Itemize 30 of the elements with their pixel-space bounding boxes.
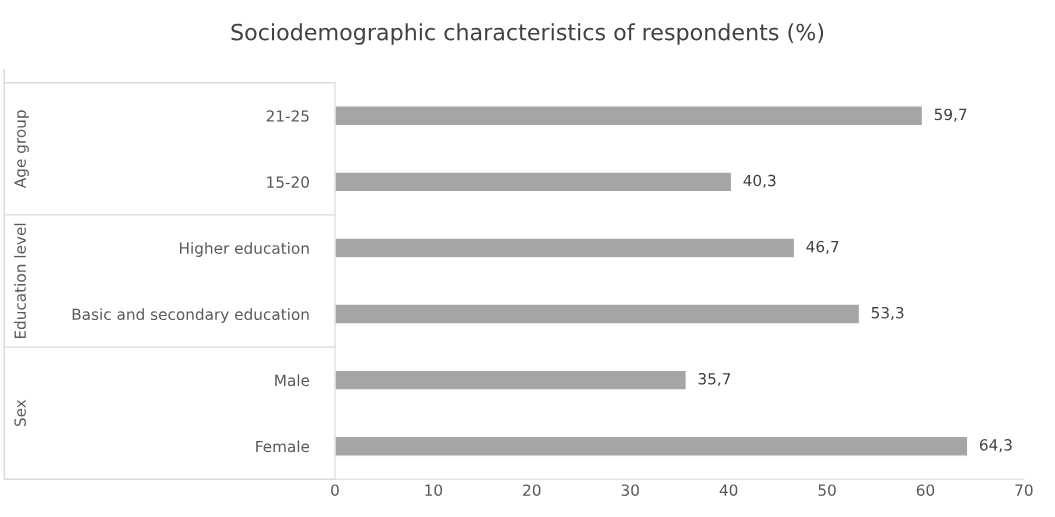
- data-label: 64,3: [979, 439, 1012, 453]
- x-tick-label: 50: [818, 484, 836, 496]
- x-tick-label: 10: [425, 484, 443, 496]
- data-label: 35,7: [698, 373, 731, 387]
- x-tick-label: 0: [331, 484, 339, 496]
- data-label: 46,7: [806, 240, 839, 254]
- bar: [334, 171, 733, 193]
- text: Sex: [14, 399, 26, 427]
- text: Education level: [14, 223, 26, 339]
- x-tick-label: 70: [1015, 484, 1033, 496]
- data-label: 59,7: [934, 108, 967, 122]
- bar: [334, 303, 861, 325]
- x-tick-label: 20: [523, 484, 541, 496]
- x-tick-label: 40: [719, 484, 738, 496]
- y-tick-label: Basic and secondary education: [72, 308, 309, 324]
- y-tick-label: Female: [256, 440, 310, 453]
- bar: [334, 435, 969, 457]
- y-tick-label: Male: [275, 374, 310, 387]
- y-tick-label: 21-25: [266, 110, 309, 122]
- bar: [334, 237, 796, 259]
- y-tick-label: 15-20: [267, 176, 309, 188]
- y-tick-label: Higher education: [180, 242, 309, 257]
- bar: [334, 369, 688, 391]
- bar: [334, 105, 924, 127]
- chart-title: Sociodemographic characteristics of respondents (%): [231, 23, 824, 45]
- data-label: 53,3: [871, 306, 904, 321]
- data-label: 40,3: [743, 174, 776, 188]
- x-tick-label: 30: [621, 484, 639, 496]
- text: Age group: [14, 110, 29, 189]
- x-tick-label: 60: [916, 484, 935, 496]
